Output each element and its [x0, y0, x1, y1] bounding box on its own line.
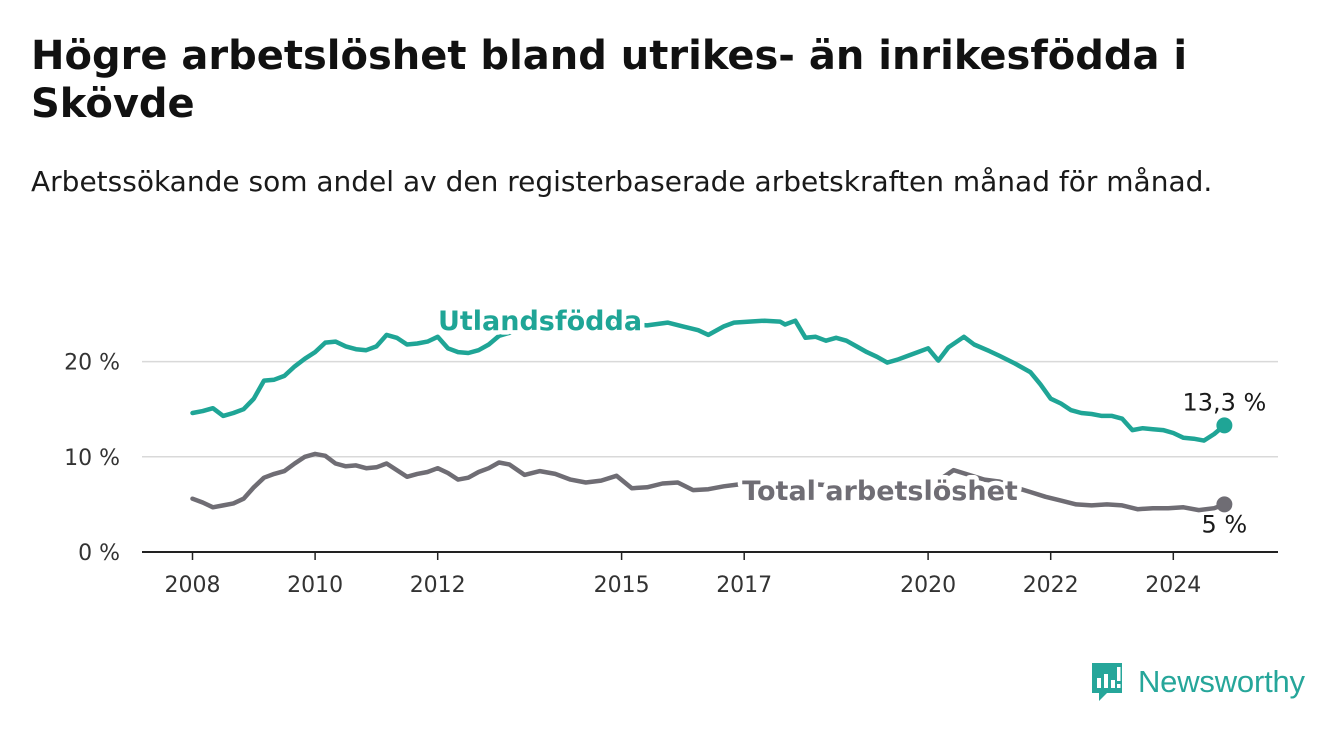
series-name-label: Total arbetslöshet — [742, 476, 1018, 507]
series-name-label: Utlandsfödda — [438, 306, 642, 337]
x-tick-label: 2012 — [410, 573, 466, 598]
chart-subtitle: Arbetssökande som andel av den registerb… — [31, 165, 1213, 198]
y-tick-label: 0 % — [78, 541, 120, 566]
newsworthy-logo-icon — [1092, 663, 1122, 701]
x-tick-label: 2008 — [165, 573, 221, 598]
series-end-point — [1216, 417, 1233, 434]
x-tick-label: 2020 — [900, 573, 956, 598]
brand-name: Newsworthy — [1138, 664, 1305, 699]
series-end-label: 5 % — [1202, 510, 1248, 538]
newsworthy-logo: Newsworthy — [1089, 660, 1305, 704]
series-end-label: 13,3 % — [1182, 388, 1266, 416]
chart-title: Högre arbetslöshet bland utrikes- än inr… — [31, 33, 1188, 127]
series-end-point — [1216, 496, 1233, 513]
x-tick-label: 2017 — [716, 573, 772, 598]
y-tick-label: 20 % — [64, 351, 120, 376]
x-tick-label: 2024 — [1145, 573, 1201, 598]
x-tick-label: 2015 — [594, 573, 650, 598]
x-tick-label: 2022 — [1023, 573, 1079, 598]
series-line-1 — [190, 451, 1227, 513]
series-line-0 — [190, 318, 1227, 443]
x-tick-label: 2010 — [287, 573, 343, 598]
y-tick-label: 10 % — [64, 446, 120, 471]
